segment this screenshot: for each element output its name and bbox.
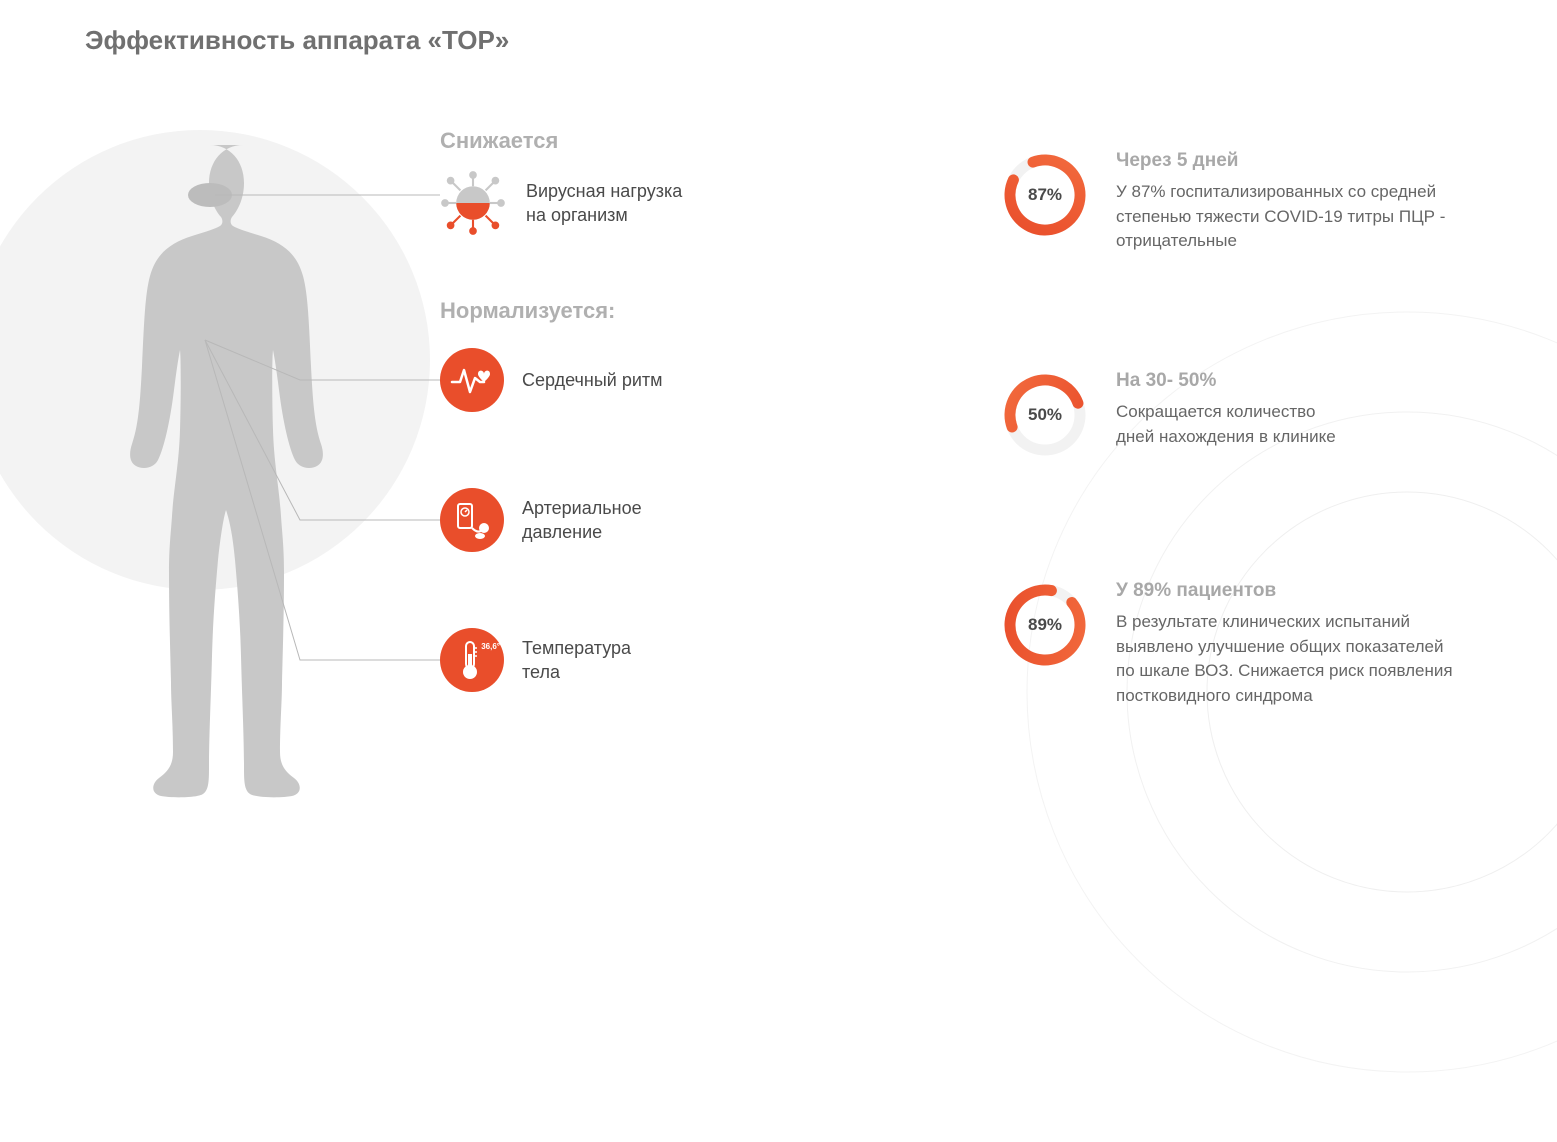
donut-1: 50% bbox=[1000, 370, 1090, 460]
thermometer-badge: 36,6° bbox=[481, 642, 500, 651]
thermometer-icon: 36,6° bbox=[440, 628, 504, 692]
stat-block-0: 87% Через 5 дней У 87% госпитализированных… bbox=[1000, 150, 1466, 254]
item-temperature-label: Температуратела bbox=[522, 636, 631, 685]
item-blood-pressure-label: Артериальноедавление bbox=[522, 496, 642, 545]
item-temperature: 36,6° Температуратела bbox=[440, 628, 631, 692]
item-virus-label: Вирусная нагрузкана организм bbox=[526, 179, 682, 228]
item-heart-rate: Сердечный ритм bbox=[440, 348, 663, 412]
donut-label-0: 87% bbox=[1000, 150, 1090, 240]
donut-label-2: 89% bbox=[1000, 580, 1090, 670]
stat-desc-1: Сокращается количестводней нахождения в … bbox=[1116, 400, 1336, 449]
stat-desc-0: У 87% госпитализированных со средней сте… bbox=[1116, 180, 1466, 254]
stat-title-2: У 89% пациентов bbox=[1116, 580, 1466, 602]
stat-block-1: 50% На 30- 50% Сокращается количестводней … bbox=[1000, 370, 1336, 460]
item-virus: Вирусная нагрузкана организм bbox=[438, 168, 682, 238]
decreases-heading: Снижается bbox=[440, 128, 558, 154]
normalizes-heading: Нормализуется: bbox=[440, 298, 615, 324]
item-blood-pressure: Артериальноедавление bbox=[440, 488, 642, 552]
blood-pressure-icon bbox=[440, 488, 504, 552]
stat-block-2: 89% У 89% пациентов В результате клиническ… bbox=[1000, 580, 1466, 709]
stat-desc-2: В результате клинических испытаний выявл… bbox=[1116, 610, 1466, 709]
stat-title-1: На 30- 50% bbox=[1116, 370, 1336, 392]
donut-label-1: 50% bbox=[1000, 370, 1090, 460]
stat-title-0: Через 5 дней bbox=[1116, 150, 1466, 172]
virus-icon bbox=[438, 168, 508, 238]
item-heart-rate-label: Сердечный ритм bbox=[522, 368, 663, 392]
heart-rate-icon bbox=[440, 348, 504, 412]
donut-0: 87% bbox=[1000, 150, 1090, 240]
donut-2: 89% bbox=[1000, 580, 1090, 670]
